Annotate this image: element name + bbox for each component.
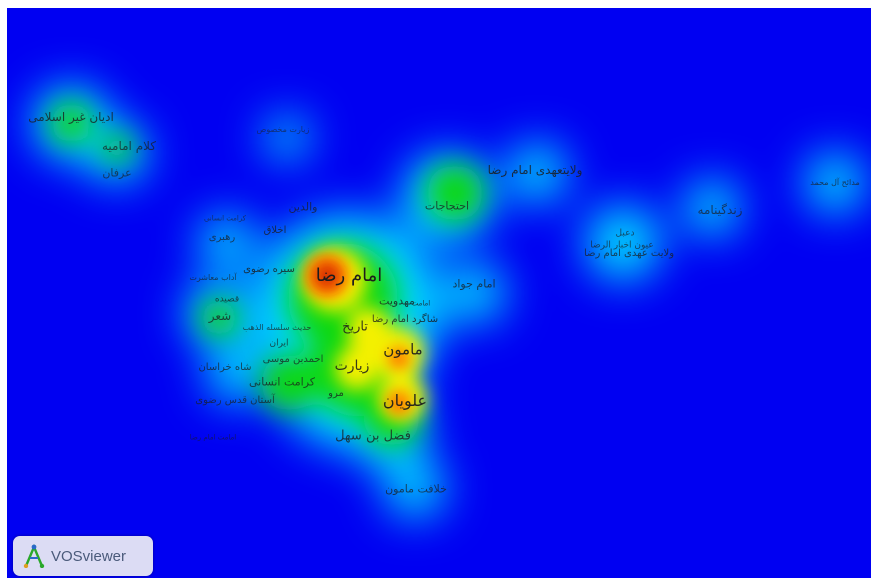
term-label[interactable]: زیارت مخصوص [256,125,310,134]
term-label[interactable]: ادیان غیر اسلامی [28,110,114,124]
term-label[interactable]: فضل بن سهل [335,428,411,444]
term-label[interactable]: ولایتعهدی امام رضا [487,163,583,177]
density-blob [201,300,237,336]
density-blob [585,205,661,281]
term-label[interactable]: والدین [288,200,318,214]
term-label[interactable]: شاه خراسان [198,362,252,373]
density-blob [385,458,445,518]
term-label[interactable]: احتجاجات [424,199,470,213]
term-label[interactable]: ولایت عهدی امام رضا [583,248,675,259]
term-label[interactable]: زندگینامه [697,203,743,217]
term-label[interactable]: امامت [411,299,431,308]
term-label[interactable]: امامت امام رضا [189,433,237,442]
density-blob [347,308,391,352]
term-label[interactable]: علویان [382,391,428,410]
term-label[interactable]: کلام امامیه [101,139,157,153]
term-label[interactable]: آداب معاشرت [189,273,237,282]
density-blob [199,215,255,271]
term-label[interactable]: رهبری [208,232,236,243]
term-label[interactable]: کرامت انسانی [203,214,247,223]
term-label[interactable]: اخلاق [263,225,287,236]
term-label[interactable]: دعبل [615,228,635,239]
density-map-canvas[interactable]: امام رضا علویان مامون زیارت تاریخ مهدویت سیره … [7,8,871,578]
term-label[interactable]: احمدبن موسی [262,354,324,365]
density-blob [335,346,379,390]
density-heatmap [33,85,865,518]
density-blob [507,143,567,203]
term-label[interactable]: مدائح آل محمد [810,178,860,187]
density-blob [427,165,483,221]
term-label[interactable]: عرفان [102,166,132,180]
density-blob [51,103,91,143]
vosviewer-logo-text: VOSviewer [51,547,127,565]
term-label[interactable]: حدیث سلسله الذهب [242,323,312,332]
term-label[interactable]: شاگرد امام رضا [371,314,439,325]
density-blob [265,116,309,160]
density-blob [207,343,267,403]
term-label[interactable]: خلافت مامون [385,482,447,496]
term-label[interactable]: کرامت انسانی [248,375,316,389]
term-label[interactable]: سیره رضوی [243,264,295,275]
density-blob [388,347,410,369]
density-blob [103,134,131,162]
term-label[interactable]: قصیده [214,294,240,305]
density-blob [445,263,505,323]
term-label[interactable]: آستان قدس رضوی [195,395,275,406]
term-label[interactable]: زیارت [334,358,370,374]
vosviewer-logo: VOSviewer [13,536,153,576]
term-label[interactable]: امام رضا [315,265,383,286]
term-label[interactable]: ایران [269,338,289,349]
term-label[interactable]: عیون اخبار الرضا [590,240,654,251]
term-label[interactable]: مامون [383,340,423,359]
vosviewer-logo-icon [23,544,45,568]
density-blob [387,391,411,415]
density-blob [684,180,740,236]
term-label[interactable]: امام جواد [452,277,496,291]
term-label[interactable]: تاریخ [342,319,368,335]
term-label[interactable]: مرو [328,388,344,399]
density-blob [315,264,339,288]
term-label[interactable]: مهدویت [379,294,415,308]
density-blob [261,355,317,411]
density-blob [805,153,865,213]
term-label[interactable]: شعر [208,309,232,323]
